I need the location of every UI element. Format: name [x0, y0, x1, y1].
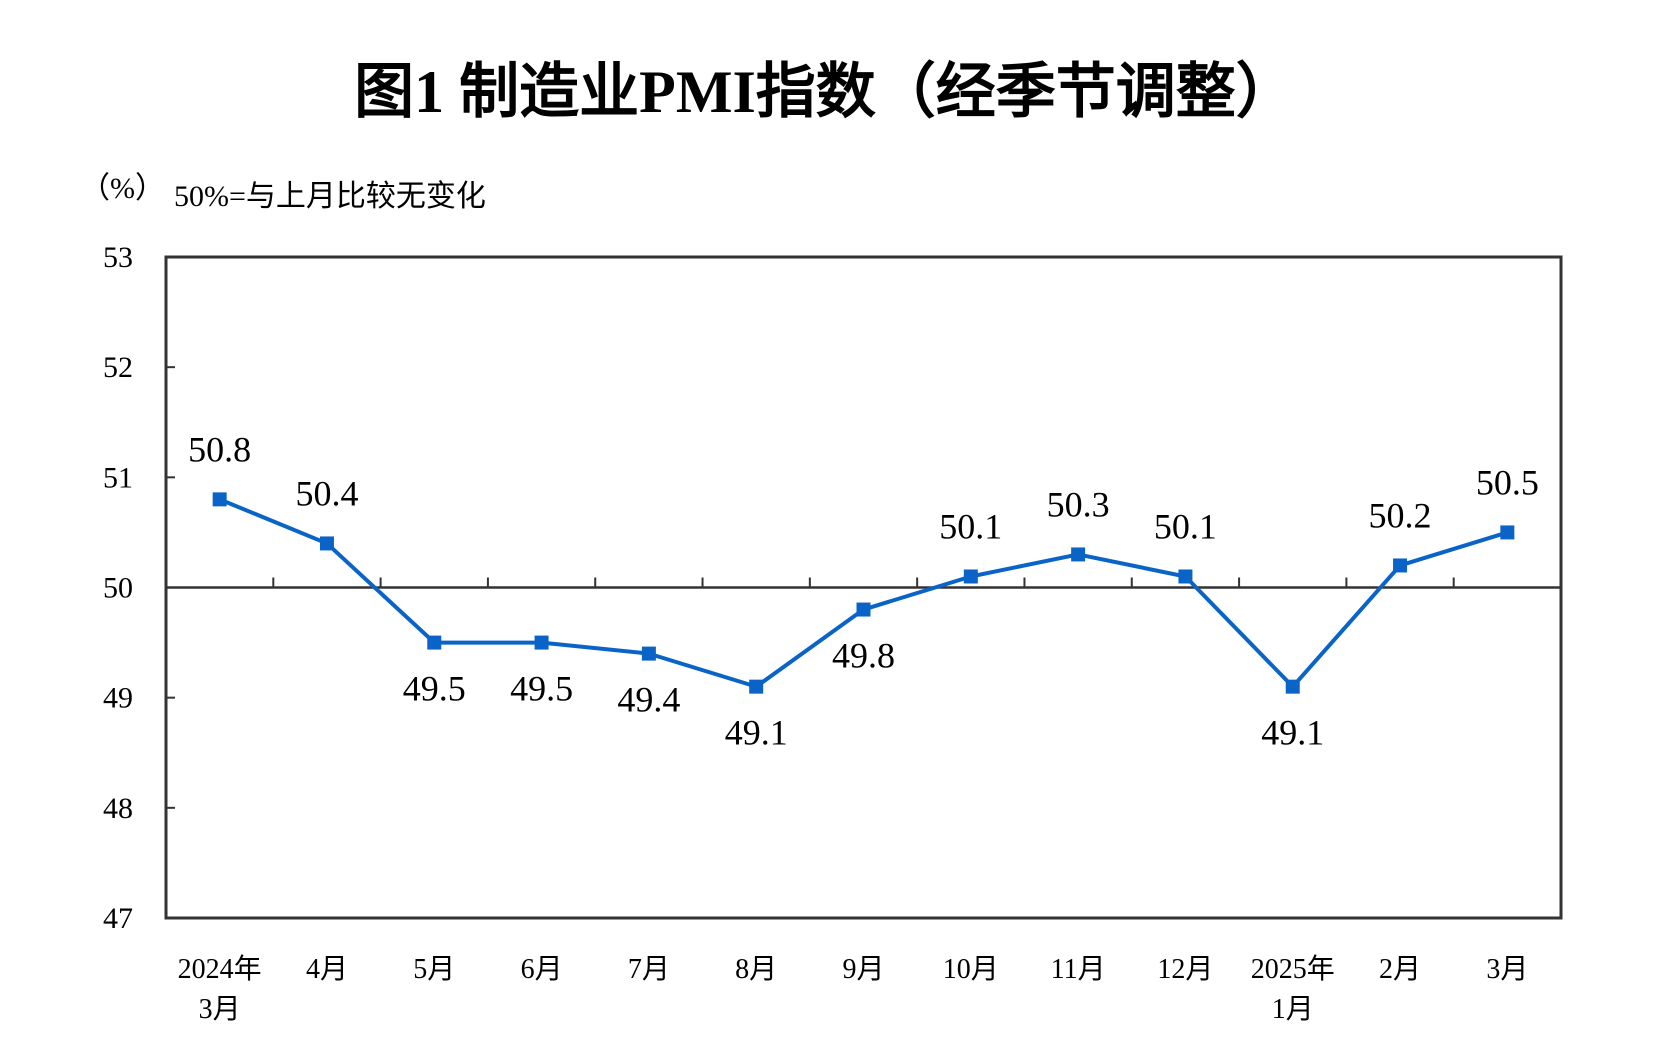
chart-title: 图1 制造业PMI指数（经季节调整） [354, 58, 1296, 125]
x-tick-label: 2025年 [1251, 953, 1335, 985]
data-point [641, 646, 656, 661]
y-tick-label: 50 [103, 572, 133, 605]
data-label: 49.5 [510, 669, 573, 709]
y-tick-label: 52 [103, 351, 133, 384]
x-tick-label: 6月 [521, 954, 563, 985]
x-tick-label: 7月 [628, 954, 670, 985]
data-point [749, 679, 764, 694]
x-tick-label: 2月 [1379, 954, 1421, 985]
data-point [319, 536, 334, 551]
x-tick-label: 1月 [1272, 994, 1314, 1025]
y-tick-label: 53 [103, 241, 133, 274]
data-point [856, 602, 871, 617]
data-label: 50.8 [188, 429, 251, 469]
data-label: 49.8 [832, 636, 895, 676]
data-label: 50.4 [295, 473, 358, 513]
y-tick-label: 48 [103, 792, 133, 825]
y-tick-label: 49 [103, 682, 133, 715]
data-label: 49.4 [617, 680, 680, 720]
data-label: 50.1 [939, 506, 1002, 546]
data-point [1285, 679, 1300, 694]
x-tick-label: 11月 [1051, 954, 1106, 985]
data-label: 49.1 [1261, 713, 1324, 753]
chart-annotation: 50%=与上月比较无变化 [174, 180, 486, 213]
data-label: 50.3 [1047, 484, 1110, 524]
data-point [963, 569, 978, 584]
data-point [1500, 525, 1515, 540]
data-label: 50.1 [1154, 506, 1217, 546]
data-point [212, 492, 227, 507]
x-tick-label: 9月 [842, 954, 884, 985]
data-label: 49.5 [403, 669, 466, 709]
x-tick-label: 3月 [1486, 954, 1528, 985]
x-tick-label: 10月 [943, 954, 999, 985]
y-tick-label: 47 [103, 902, 133, 935]
data-label: 50.5 [1476, 462, 1539, 502]
y-axis-unit: （%） [80, 172, 165, 205]
x-tick-label: 8月 [735, 954, 777, 985]
data-point [1178, 569, 1193, 584]
data-point [1071, 547, 1086, 562]
data-label: 50.2 [1369, 495, 1432, 535]
x-tick-label: 12月 [1157, 954, 1213, 985]
x-tick-label: 4月 [306, 954, 348, 985]
y-tick-label: 51 [103, 461, 133, 494]
x-tick-label: 2024年 [178, 953, 262, 985]
x-tick-label: 3月 [199, 994, 241, 1025]
data-point [534, 635, 549, 650]
data-point [427, 635, 442, 650]
x-tick-label: 5月 [413, 954, 455, 985]
data-label: 49.1 [725, 713, 788, 753]
data-point [1393, 558, 1408, 573]
